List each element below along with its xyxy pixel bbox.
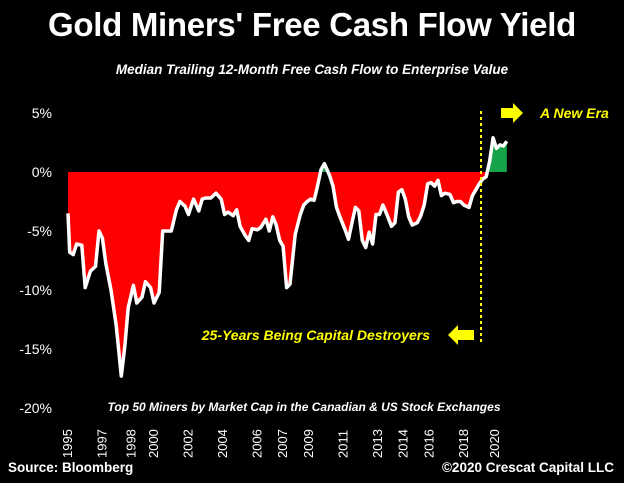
series-line (66, 136, 509, 378)
x-tick-label: 1995 (60, 429, 75, 458)
chart-note: Top 50 Miners by Market Cap in the Canad… (108, 400, 501, 414)
x-tick-label: 2014 (396, 429, 411, 458)
x-tick-label: 2006 (249, 429, 264, 458)
annotation-new-era: A New Era (539, 105, 609, 121)
chart-subtitle: Median Trailing 12-Month Free Cash Flow … (115, 62, 509, 77)
y-tick-label: 0% (32, 164, 52, 180)
y-axis-labels: 5% 0% -5% -10% -15% -20% (19, 105, 52, 416)
annotation-capital-destroyers: 25-Years Being Capital Destroyers (201, 327, 430, 343)
chart-title: Gold Miners' Free Cash Flow Yield (48, 6, 576, 43)
x-tick-label: 2004 (215, 429, 230, 458)
area-fills (68, 137, 507, 377)
y-tick-label: -20% (19, 400, 52, 416)
y-tick-label: -5% (27, 223, 52, 239)
right-arrow-icon (501, 103, 523, 123)
source-label: Source: Bloomberg (8, 460, 134, 475)
x-tick-label: 2000 (146, 429, 161, 458)
x-tick-label: 2018 (456, 429, 471, 458)
x-axis-labels: 1995 1997 1998 2000 2002 2004 2006 2007 2009 2011… (60, 429, 502, 458)
x-tick-label: 2016 (421, 429, 436, 458)
left-arrow-icon (448, 325, 474, 345)
positive-area-fill (68, 137, 507, 172)
y-tick-label: -10% (19, 282, 52, 298)
x-tick-label: 2020 (487, 429, 502, 458)
y-tick-label: -15% (19, 341, 52, 357)
annotations: A New Era 25-Years Being Capital Destroy… (108, 103, 609, 414)
series-line-group (66, 136, 509, 378)
x-tick-label: 1997 (94, 429, 109, 458)
x-tick-label: 2002 (180, 429, 195, 458)
x-tick-label: 1998 (124, 429, 139, 458)
copyright-label: ©2020 Crescat Capital LLC (441, 460, 614, 475)
x-tick-label: 2009 (301, 429, 316, 458)
x-tick-label: 2013 (370, 429, 385, 458)
y-tick-label: 5% (32, 105, 52, 121)
x-tick-label: 2011 (335, 430, 350, 458)
negative-area-fill (68, 172, 507, 377)
x-tick-label: 2007 (275, 429, 290, 458)
